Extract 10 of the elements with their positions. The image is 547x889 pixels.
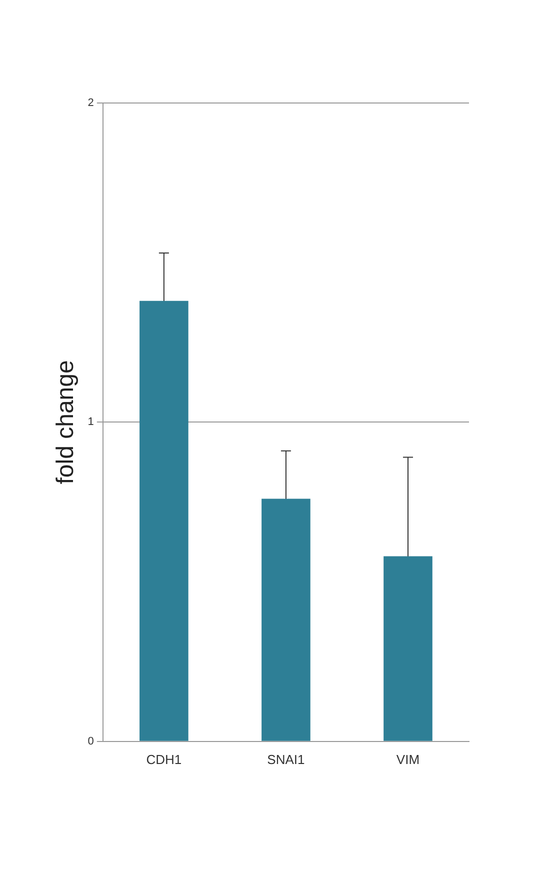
y-tick-label: 1 — [88, 416, 94, 428]
x-tick-label: SNAI1 — [267, 752, 305, 767]
x-tick-label: CDH1 — [146, 752, 182, 767]
x-tick-label: VIM — [396, 752, 420, 767]
bar — [384, 556, 432, 741]
bar — [262, 498, 310, 741]
y-axis-title: fold change — [52, 360, 80, 484]
y-tick-label: 0 — [88, 735, 94, 748]
y-tick-label: 2 — [88, 97, 94, 110]
bar — [140, 300, 188, 741]
